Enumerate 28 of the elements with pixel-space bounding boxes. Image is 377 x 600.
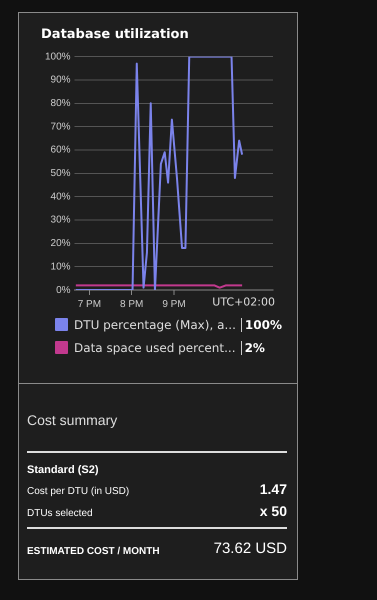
legend-label: DTU percentage (Max), a... [74, 318, 236, 332]
x-tick-label: 8 PM [120, 298, 144, 310]
chart-title: Database utilization [41, 27, 189, 42]
x-tick-label: 9 PM [162, 298, 186, 310]
y-tick-label: 20% [50, 238, 71, 250]
text: 1.47 [260, 481, 287, 497]
x-axis-title: UTC+02:00 [212, 295, 275, 308]
text: ESTIMATED COST / MONTH [27, 546, 160, 557]
y-tick-label: 90% [50, 74, 71, 86]
y-tick-label: 60% [50, 144, 71, 156]
text: Cost summary [27, 412, 118, 428]
text: Standard (S2) [27, 464, 99, 476]
text: 73.62 USD [214, 540, 287, 557]
y-tick-label: 80% [50, 98, 71, 110]
y-tick-label: 40% [50, 191, 71, 202]
text: DTUs selected [27, 508, 93, 519]
x-tick-label: 7 PM [78, 298, 102, 310]
y-tick-label: 10% [50, 261, 71, 272]
text: x 50 [260, 503, 287, 519]
text: 100% [240, 318, 282, 332]
text: Cost per DTU (in USD) [27, 486, 130, 497]
y-tick-label: 0% [56, 284, 71, 296]
y-tick-label: 70% [50, 121, 71, 132]
y-tick-label: 100% [45, 51, 71, 62]
y-tick-label: 50% [50, 168, 71, 180]
text: 2% [240, 340, 265, 354]
legend-label: Data space used percent... [74, 340, 236, 354]
y-tick-label: 30% [50, 214, 71, 226]
